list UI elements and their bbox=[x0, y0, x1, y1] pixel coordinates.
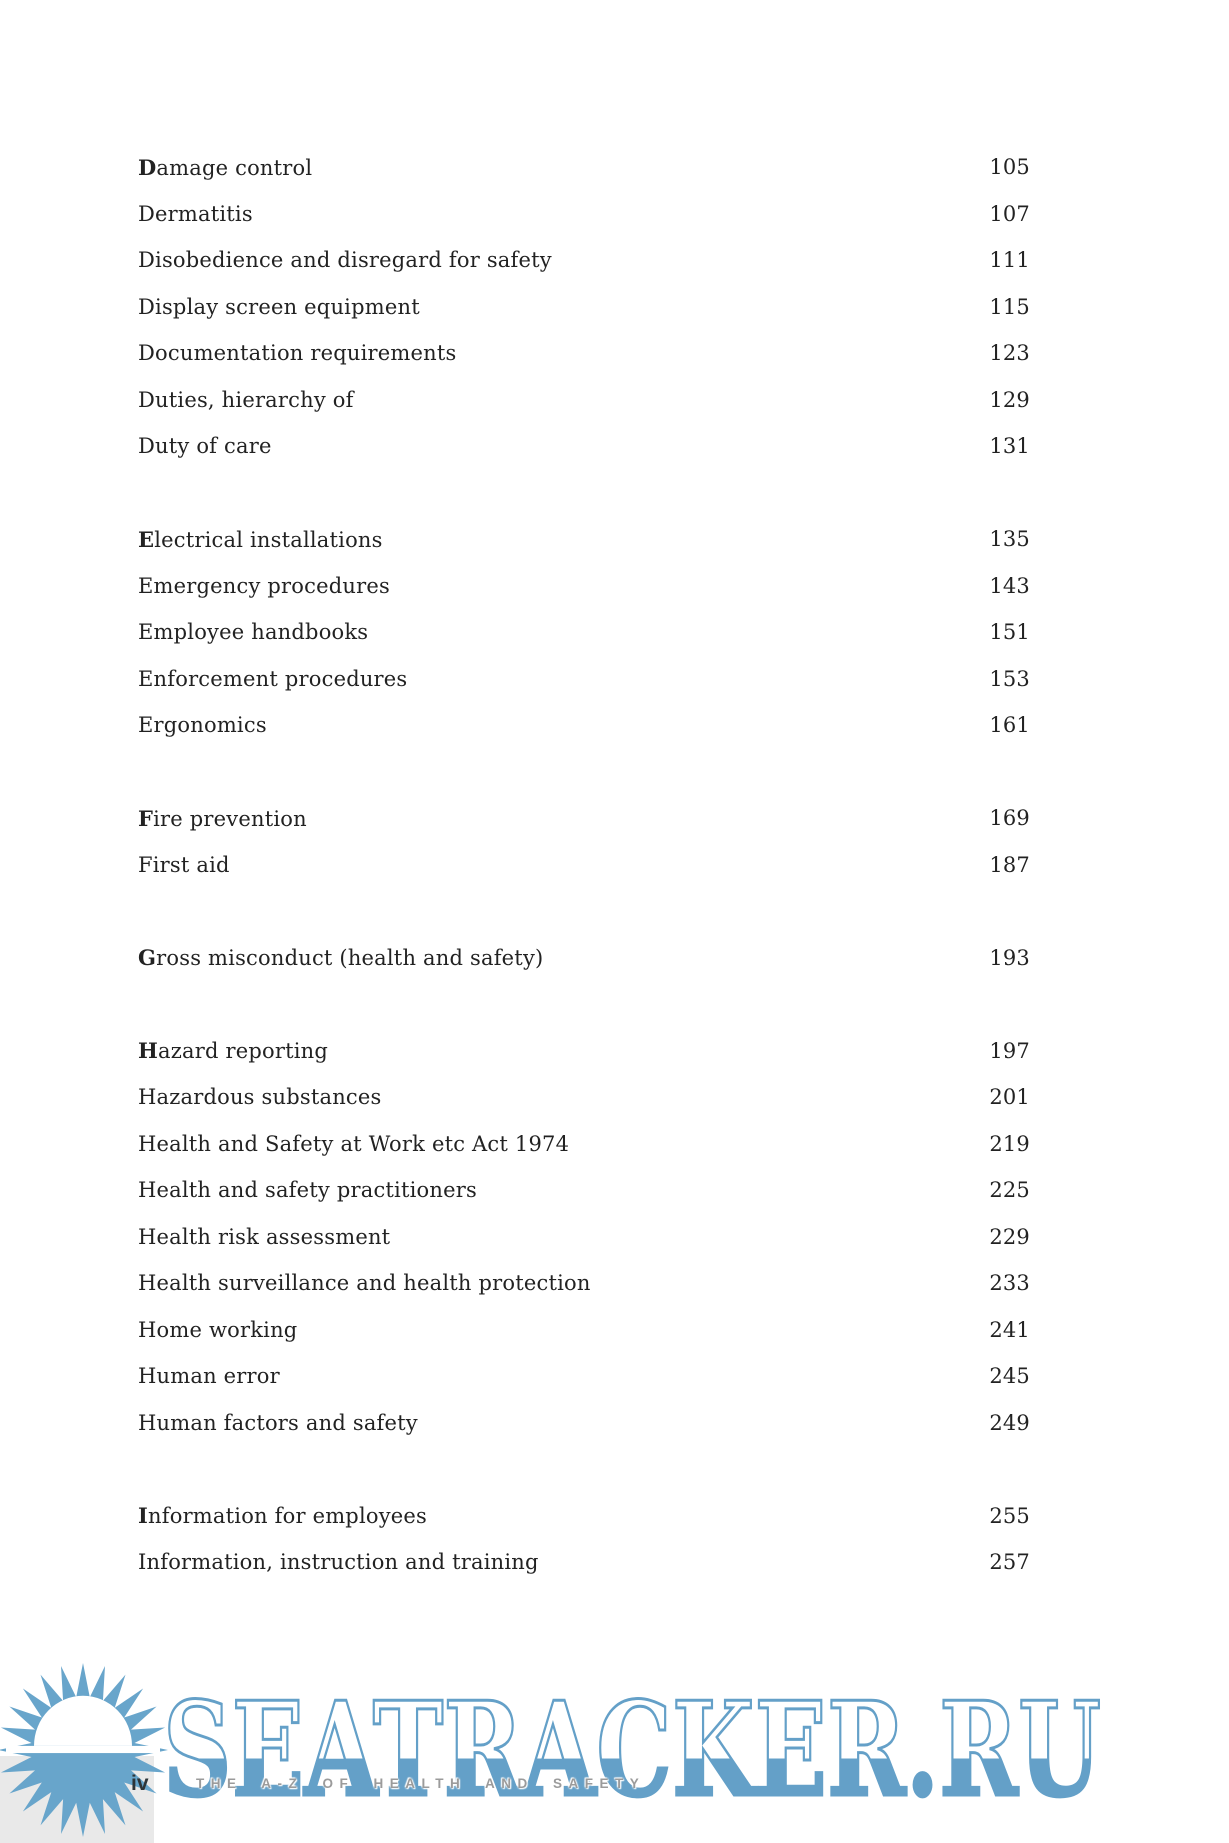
toc-entry: Dermatitis 107 bbox=[138, 191, 1030, 238]
toc-entry: Emergency procedures 143 bbox=[138, 563, 1030, 610]
toc-entry: Documentation requirements 123 bbox=[138, 330, 1030, 377]
toc-entry-title: Information, instruction and training bbox=[138, 1550, 539, 1575]
toc-entry-title: Hazardous substances bbox=[138, 1085, 382, 1110]
toc-entry: Display screen equipment 115 bbox=[138, 284, 1030, 331]
toc-entry-page: 245 bbox=[989, 1364, 1030, 1389]
toc-list: Damage control 105 Dermatitis 107 Disobedien… bbox=[138, 144, 1030, 1632]
toc-entry: Gross misconduct (health and safety) 193 bbox=[138, 935, 1030, 982]
toc-entry-page: 257 bbox=[989, 1550, 1030, 1575]
toc-entry: Disobedience and disregard for safety 111 bbox=[138, 237, 1030, 284]
toc-section-H: Hazard reporting 197 Hazardous substances 2… bbox=[138, 1028, 1030, 1447]
toc-entry: Health risk assessment 229 bbox=[138, 1214, 1030, 1261]
toc-entry: Home working 241 bbox=[138, 1307, 1030, 1354]
toc-entry-page: 161 bbox=[989, 713, 1030, 738]
toc-entry-page: 255 bbox=[989, 1503, 1030, 1528]
toc-entry-title: Health and safety practitioners bbox=[138, 1178, 477, 1203]
toc-entry: Health surveillance and health protectio… bbox=[138, 1260, 1030, 1307]
toc-entry-page: 129 bbox=[989, 387, 1030, 412]
toc-entry: Hazard reporting 197 bbox=[138, 1028, 1030, 1075]
toc-entry: Information for employees 255 bbox=[138, 1493, 1030, 1540]
toc-entry: Duty of care 131 bbox=[138, 423, 1030, 470]
toc-entry: Damage control 105 bbox=[138, 144, 1030, 191]
toc-entry-page: 225 bbox=[989, 1178, 1030, 1203]
toc-section-E: Electrical installations 135 Emergency pro… bbox=[138, 516, 1030, 749]
toc-entry-page: 143 bbox=[989, 573, 1030, 598]
toc-entry-title: Human factors and safety bbox=[138, 1410, 418, 1435]
toc-entry-title: Human error bbox=[138, 1364, 280, 1389]
toc-section-F: Fire prevention 169 First aid 187 bbox=[138, 795, 1030, 888]
toc-entry-page: 151 bbox=[989, 620, 1030, 645]
toc-entry-page: 233 bbox=[989, 1271, 1030, 1296]
toc-entry-page: 193 bbox=[989, 945, 1030, 970]
toc-entry: Fire prevention 169 bbox=[138, 795, 1030, 842]
toc-entry-title: Employee handbooks bbox=[138, 620, 369, 645]
toc-entry-title: Health and Safety at Work etc Act 1974 bbox=[138, 1131, 570, 1156]
toc-entry: Enforcement procedures 153 bbox=[138, 656, 1030, 703]
toc-entry-title: Emergency procedures bbox=[138, 573, 390, 598]
toc-entry-page: 123 bbox=[989, 341, 1030, 366]
toc-entry-page: 241 bbox=[989, 1317, 1030, 1342]
sun-logo-icon bbox=[0, 1663, 168, 1837]
toc-entry-page: 249 bbox=[989, 1410, 1030, 1435]
toc-entry-page: 135 bbox=[989, 527, 1030, 552]
toc-entry-page: 111 bbox=[989, 248, 1030, 273]
toc-entry-page: 105 bbox=[989, 155, 1030, 180]
toc-entry: Health and Safety at Work etc Act 1974 21… bbox=[138, 1121, 1030, 1168]
toc-entry-title: Fire prevention bbox=[138, 805, 307, 831]
toc-entry-page: 201 bbox=[989, 1085, 1030, 1110]
toc-entry-page: 153 bbox=[989, 666, 1030, 691]
toc-entry-title: Electrical installations bbox=[138, 526, 383, 552]
toc-entry: Information, instruction and training 257 bbox=[138, 1539, 1030, 1586]
toc-entry-page: 219 bbox=[989, 1131, 1030, 1156]
toc-entry-page: 131 bbox=[989, 434, 1030, 459]
toc-entry-title: Hazard reporting bbox=[138, 1038, 329, 1064]
toc-section-G: Gross misconduct (health and safety) 193 bbox=[138, 935, 1030, 982]
watermark: SEATRACKER.RU bbox=[163, 1694, 1103, 1809]
toc-entry-title: Ergonomics bbox=[138, 713, 267, 738]
toc-entry-title: Documentation requirements bbox=[138, 341, 457, 366]
watermark-text: SEATRACKER.RU bbox=[163, 1694, 1101, 1809]
toc-entry-title: Damage control bbox=[138, 154, 313, 180]
toc-entry-title: Gross misconduct (health and safety) bbox=[138, 945, 544, 971]
footer-book-title: THE A-Z OF HEALTH AND SAFETY bbox=[196, 1776, 646, 1791]
toc-entry-title: Health surveillance and health protectio… bbox=[138, 1271, 591, 1296]
toc-entry: Health and safety practitioners 225 bbox=[138, 1167, 1030, 1214]
toc-entry-page: 187 bbox=[989, 852, 1030, 877]
toc-entry-page: 197 bbox=[989, 1038, 1030, 1063]
toc-entry: Electrical installations 135 bbox=[138, 516, 1030, 563]
toc-entry-page: 169 bbox=[989, 806, 1030, 831]
toc-entry-page: 229 bbox=[989, 1224, 1030, 1249]
toc-entry: Employee handbooks 151 bbox=[138, 609, 1030, 656]
toc-entry-page: 115 bbox=[989, 294, 1030, 319]
toc-section-I: Information for employees 255 Information,… bbox=[138, 1493, 1030, 1586]
toc-entry-title: Display screen equipment bbox=[138, 294, 420, 319]
toc-entry-title: First aid bbox=[138, 852, 230, 877]
toc-entry: Hazardous substances 201 bbox=[138, 1074, 1030, 1121]
toc-entry: Duties, hierarchy of 129 bbox=[138, 377, 1030, 424]
toc-entry-title: Information for employees bbox=[138, 1503, 428, 1529]
toc-entry-title: Health risk assessment bbox=[138, 1224, 391, 1249]
toc-entry: First aid 187 bbox=[138, 842, 1030, 889]
toc-entry-title: Home working bbox=[138, 1317, 298, 1342]
toc-entry: Human error 245 bbox=[138, 1353, 1030, 1400]
footer-page-number: iv bbox=[131, 1772, 149, 1795]
toc-entry: Human factors and safety 249 bbox=[138, 1400, 1030, 1447]
toc-entry-title: Dermatitis bbox=[138, 201, 253, 226]
toc-entry-title: Duty of care bbox=[138, 434, 272, 459]
toc-entry-page: 107 bbox=[989, 201, 1030, 226]
toc-entry-title: Disobedience and disregard for safety bbox=[138, 248, 552, 273]
toc-entry-title: Duties, hierarchy of bbox=[138, 387, 354, 412]
toc-entry-title: Enforcement procedures bbox=[138, 666, 408, 691]
toc-entry: Ergonomics 161 bbox=[138, 702, 1030, 749]
toc-section-D: Damage control 105 Dermatitis 107 Disobedien… bbox=[138, 144, 1030, 470]
